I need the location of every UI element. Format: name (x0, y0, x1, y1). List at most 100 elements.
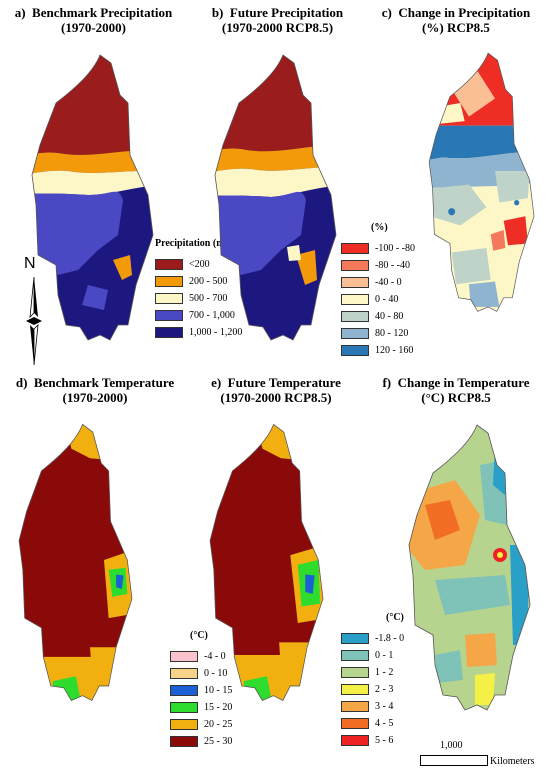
legend-label: -1.8 - 0 (375, 633, 405, 644)
legend-item: 15 - 20 (170, 699, 232, 716)
legend-item: 700 - 1,000 (155, 307, 242, 324)
legend-label: -100 - -80 (375, 243, 415, 254)
scale-bar: 1,000 Kilometers (420, 740, 550, 776)
legend-item: 80 - 120 (341, 325, 415, 342)
panel-b-future-precipitation: b) Future Precipitation (1970-2000 RCP8.… (183, 0, 363, 380)
legend-swatch (170, 651, 198, 662)
panel-c-change-precipitation: c) Change in Precipitation (%) RCP8.5 (365, 0, 550, 380)
legend-precipitation-change: (%) -100 - -80 -80 - -40 -40 - 0 0 - 40 40 -… (341, 222, 415, 359)
legend-swatch (341, 684, 369, 695)
legend-label: 1,000 - 1,200 (189, 327, 243, 338)
legend-item: 2 - 3 (341, 681, 404, 698)
legend-swatch (341, 345, 369, 356)
north-arrow: N (20, 255, 50, 365)
legend-label: 15 - 20 (204, 702, 233, 713)
legend-label: 40 - 80 (375, 311, 404, 322)
panel-d-title: d) Benchmark Temperature (1970-2000) (15, 375, 175, 405)
scale-bar-unit: Kilometers (490, 756, 535, 767)
legend-item: 10 - 15 (170, 682, 232, 699)
legend-swatch (341, 277, 369, 288)
legend-item: 500 - 700 (155, 290, 242, 307)
scale-bar-value: 1,000 (440, 740, 463, 751)
legend-label: -4 - 0 (204, 651, 226, 662)
legend-swatch (155, 259, 183, 270)
panel-a-benchmark-precipitation: a) Benchmark Precipitation (1970-2000) N (0, 0, 180, 380)
legend-swatch (170, 702, 198, 713)
scale-bar-graphic (420, 755, 488, 766)
legend-precipitation-change-title: (%) (371, 222, 388, 233)
legend-item: 200 - 500 (155, 273, 242, 290)
legend-swatch (341, 260, 369, 271)
legend-label: 10 - 15 (204, 685, 233, 696)
legend-item: 0 - 1 (341, 647, 404, 664)
legend-swatch (341, 735, 369, 746)
panel-b-map (214, 54, 337, 341)
legend-label: 25 - 30 (204, 736, 233, 747)
legend-swatch (155, 327, 183, 338)
legend-precipitation-title: Precipitation (mm) (155, 238, 237, 249)
legend-label: 0 - 10 (204, 668, 228, 679)
legend-label: 0 - 1 (375, 650, 394, 661)
legend-swatch (341, 294, 369, 305)
panel-b-title: b) Future Precipitation (1970-2000 RCP8.… (211, 5, 344, 35)
legend-swatch (341, 718, 369, 729)
legend-label: 700 - 1,000 (189, 310, 235, 321)
north-label: N (24, 255, 36, 272)
legend-swatch (341, 633, 369, 644)
panel-c-map (428, 52, 535, 312)
legend-label: <200 (189, 259, 210, 270)
legend-swatch (155, 310, 183, 321)
legend-swatch (341, 667, 369, 678)
legend-label: 200 - 500 (189, 276, 228, 287)
legend-swatch (341, 243, 369, 254)
legend-item: 5 - 6 (341, 732, 404, 749)
legend-label: 80 - 120 (375, 328, 409, 339)
legend-label: 1 - 2 (375, 667, 394, 678)
legend-label: 2 - 3 (375, 684, 394, 695)
legend-item: -80 - -40 (341, 257, 415, 274)
legend-swatch (341, 701, 369, 712)
legend-temperature-title: (°C) (190, 630, 208, 641)
legend-temperature-change: (°C) -1.8 - 0 0 - 1 1 - 2 2 - 3 3 - 4 4 - 5 5 … (341, 612, 404, 749)
legend-item: 1,000 - 1,200 (155, 324, 242, 341)
panel-c-title: c) Change in Precipitation (%) RCP8.5 (381, 5, 531, 35)
legend-swatch (170, 719, 198, 730)
legend-item: -1.8 - 0 (341, 630, 404, 647)
panel-e-map (209, 423, 324, 701)
legend-item: 1 - 2 (341, 664, 404, 681)
legend-swatch (155, 276, 183, 287)
legend-label: -80 - -40 (375, 260, 410, 271)
legend-label: 20 - 25 (204, 719, 233, 730)
panel-f-title: f) Change in Temperature (°C) RCP8.5 (382, 375, 530, 405)
legend-item: 120 - 160 (341, 342, 415, 359)
legend-item: 3 - 4 (341, 698, 404, 715)
legend-label: 4 - 5 (375, 718, 394, 729)
legend-item: <200 (155, 256, 242, 273)
panel-e-title: e) Future Temperature (1970-2000 RCP8.5) (211, 375, 341, 405)
legend-swatch (341, 650, 369, 661)
panel-f-map (408, 424, 531, 711)
legend-swatch (170, 736, 198, 747)
legend-precipitation: Precipitation (mm) <200 200 - 500 500 - 70… (155, 238, 242, 341)
legend-item: 4 - 5 (341, 715, 404, 732)
legend-item: -40 - 0 (341, 274, 415, 291)
legend-item: 25 - 30 (170, 733, 232, 750)
panel-a-map (31, 54, 154, 341)
legend-swatch (155, 293, 183, 304)
legend-swatch (170, 668, 198, 679)
legend-item: -100 - -80 (341, 240, 415, 257)
legend-item: 0 - 40 (341, 291, 415, 308)
legend-temperature: (°C) -4 - 0 0 - 10 10 - 15 15 - 20 20 - 25 25… (170, 630, 232, 750)
panel-d-map (18, 423, 133, 701)
panel-e-future-temperature: e) Future Temperature (1970-2000 RCP8.5) (185, 372, 365, 772)
legend-swatch (341, 311, 369, 322)
legend-label: 3 - 4 (375, 701, 394, 712)
legend-label: 500 - 700 (189, 293, 228, 304)
legend-label: 5 - 6 (375, 735, 394, 746)
legend-item: 40 - 80 (341, 308, 415, 325)
legend-swatch (170, 685, 198, 696)
legend-item: 20 - 25 (170, 716, 232, 733)
legend-label: 120 - 160 (375, 345, 414, 356)
legend-label: 0 - 40 (375, 294, 399, 305)
legend-item: -4 - 0 (170, 648, 232, 665)
